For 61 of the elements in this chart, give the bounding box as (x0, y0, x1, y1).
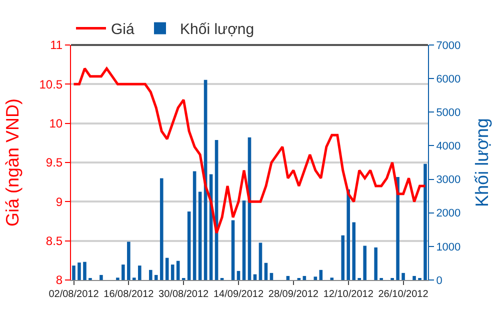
bar (412, 276, 416, 280)
bar (165, 258, 169, 280)
y-tick-label: 8 (56, 273, 63, 288)
x-tick-label: 30/08/2012 (158, 289, 210, 300)
bar (122, 264, 125, 280)
line-series (72, 67, 426, 234)
bar (264, 262, 268, 280)
bar (236, 270, 240, 280)
y2-tick-label: 6000 (436, 73, 461, 86)
y-tick-label: 9 (56, 194, 63, 209)
bar (341, 235, 345, 280)
bar (258, 242, 262, 280)
bar (363, 246, 366, 280)
bar (170, 264, 174, 280)
y2-tick-label: 2000 (436, 208, 461, 220)
bar (374, 247, 378, 280)
bar (83, 262, 86, 280)
bar (319, 270, 323, 280)
bar (352, 222, 356, 280)
bar (314, 276, 318, 280)
y2-tick-label: 0 (436, 274, 442, 287)
bar (127, 242, 130, 280)
y2-tick-label: 3000 (436, 174, 461, 186)
x-tick-label: 02/08/2012 (48, 289, 100, 300)
x-tick-label: 16/08/2012 (104, 289, 154, 300)
bar (270, 272, 274, 280)
bar (402, 272, 405, 280)
bar (72, 266, 76, 280)
bar (176, 260, 180, 280)
x-tick-label: 28/09/2012 (268, 289, 319, 300)
bar (231, 220, 235, 280)
y2-tick-label: 1000 (436, 241, 461, 254)
bar (78, 262, 81, 280)
bar (396, 176, 400, 280)
bar (242, 200, 246, 280)
y-tick-label: 11 (50, 38, 63, 52)
bar (148, 270, 152, 280)
x-tick-label: 26/10/2012 (378, 289, 429, 300)
bar (100, 274, 103, 280)
y2-axis-title: Khối lượng (472, 118, 492, 207)
bar (154, 274, 158, 280)
y-tick-label: 9.5 (46, 156, 63, 170)
y2-tick-label: 7000 (436, 40, 461, 52)
bar (138, 266, 142, 280)
y2-tick-label: 4000 (436, 140, 461, 153)
bar (198, 192, 202, 280)
legend-label: Giá (111, 21, 135, 38)
x-tick-label: 12/10/2012 (323, 289, 374, 300)
legend-label: Khối lượng (180, 21, 254, 38)
bar (286, 276, 290, 280)
bar (346, 189, 350, 280)
y-tick-label: 10.5 (39, 77, 63, 92)
y-tick-label: 8.5 (46, 234, 63, 248)
y-tick-label: 10 (49, 116, 63, 131)
y2-tick-label: 5000 (436, 106, 461, 119)
bar (192, 171, 196, 280)
y-axis-title: Giá (ngàn VND) (2, 98, 22, 227)
bar (302, 276, 306, 280)
x-tick-label: 14/09/2012 (213, 289, 264, 300)
bar (187, 212, 191, 280)
bar (160, 178, 164, 280)
